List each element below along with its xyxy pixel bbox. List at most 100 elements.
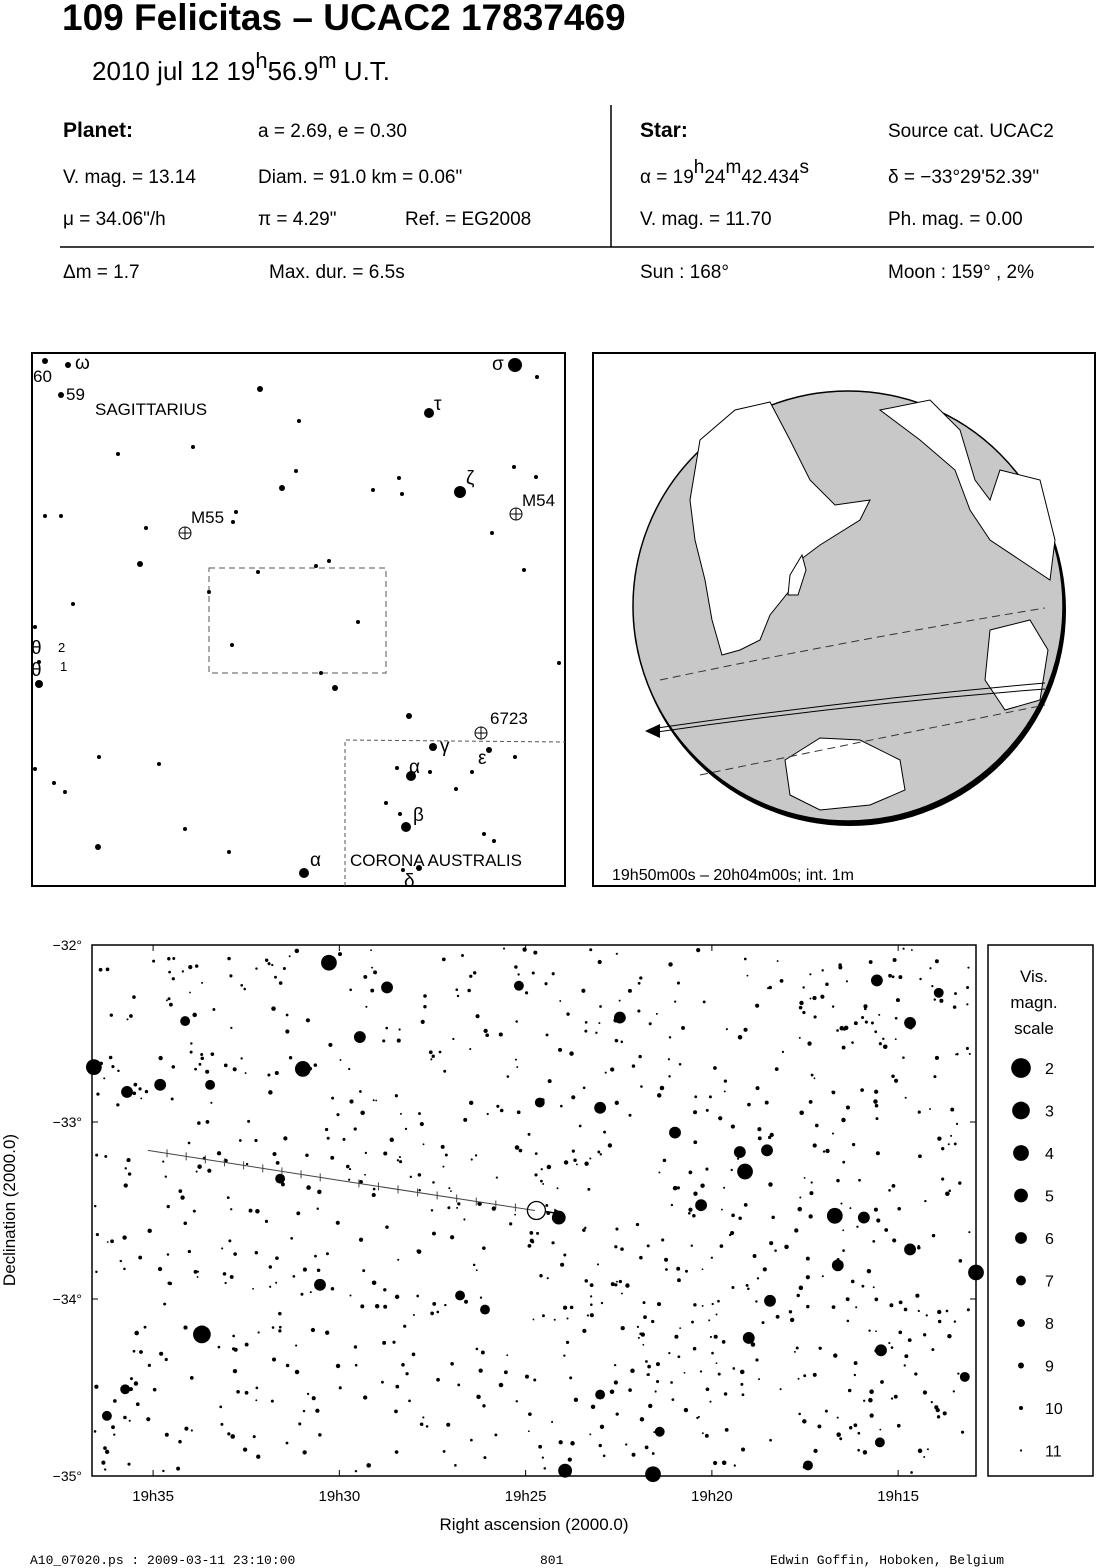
finder-star: [400, 492, 404, 496]
background-star: [113, 1399, 117, 1403]
background-star: [678, 1062, 682, 1066]
finder-star: [454, 486, 466, 498]
background-star: [514, 1213, 517, 1216]
background-star: [288, 1056, 293, 1060]
background-star: [274, 1071, 279, 1076]
background-star: [614, 1283, 618, 1287]
background-star: [631, 1064, 636, 1068]
path-arrow: [645, 724, 660, 738]
finder-star: [52, 781, 56, 785]
background-star: [743, 1203, 748, 1207]
background-star: [96, 1092, 100, 1096]
background-star: [926, 1448, 929, 1451]
star: [120, 1384, 131, 1395]
background-star: [468, 1100, 474, 1106]
y-tick-label: −33°: [53, 1114, 82, 1130]
finder-star: [33, 625, 37, 629]
background-star: [797, 1206, 803, 1212]
legend-dot: [1011, 1058, 1031, 1078]
background-star: [931, 1348, 935, 1352]
background-star: [399, 1112, 402, 1115]
background-star: [893, 1078, 899, 1083]
globe-caption: 19h50m00s – 20h04m00s; int. 1m: [612, 867, 854, 884]
background-star: [373, 970, 378, 975]
background-star: [668, 1075, 671, 1078]
background-star: [868, 1397, 873, 1403]
star: [857, 1211, 870, 1224]
finder-label: 6723: [490, 709, 528, 728]
background-star: [784, 1244, 789, 1250]
background-star: [197, 1121, 201, 1125]
finder-star: [557, 661, 561, 665]
background-star: [690, 1244, 694, 1247]
background-star: [254, 1138, 258, 1143]
background-star: [933, 1075, 937, 1079]
background-star: [534, 1173, 538, 1177]
background-star: [502, 947, 506, 950]
finder-label: M54: [522, 491, 555, 510]
background-star: [546, 1277, 549, 1280]
background-star: [222, 1272, 227, 1276]
background-star: [405, 1372, 409, 1376]
background-star: [194, 1067, 197, 1071]
background-star: [831, 1132, 835, 1135]
background-star: [799, 1000, 804, 1006]
background-star: [810, 1181, 813, 1184]
background-star: [385, 1026, 389, 1030]
background-star: [589, 1157, 592, 1160]
background-star: [814, 1123, 819, 1128]
background-star: [692, 1213, 696, 1218]
background-star: [655, 1362, 660, 1367]
background-star: [679, 1327, 682, 1330]
background-star: [967, 966, 970, 969]
background-star: [713, 1334, 718, 1339]
finder-star: [257, 386, 263, 392]
background-star: [422, 1416, 425, 1419]
background-star: [167, 957, 171, 961]
background-star: [230, 1026, 233, 1030]
background-star: [802, 1419, 807, 1424]
star-vmag: V. mag. = 11.70: [640, 209, 772, 230]
background-star: [494, 1433, 498, 1437]
background-star: [902, 1056, 905, 1059]
background-star: [847, 1388, 852, 1393]
background-star: [873, 1099, 878, 1104]
background-star: [831, 1305, 836, 1310]
background-star: [851, 1041, 854, 1044]
legend-label: 2: [1045, 1061, 1054, 1078]
background-star: [863, 1399, 866, 1402]
background-star: [381, 1380, 384, 1384]
background-star: [775, 1314, 780, 1319]
star: [455, 1290, 465, 1301]
background-star: [540, 1179, 543, 1183]
background-star: [248, 1208, 253, 1213]
star: [803, 1460, 813, 1471]
background-star: [264, 1219, 269, 1223]
legend-title: magn.: [1010, 993, 1057, 1012]
background-star: [288, 955, 291, 958]
background-star: [210, 1052, 215, 1057]
background-star: [584, 1029, 588, 1033]
background-star: [147, 1228, 152, 1234]
background-star: [416, 1294, 420, 1298]
background-star: [639, 1417, 645, 1422]
background-star: [290, 1236, 293, 1240]
background-star: [184, 1426, 189, 1431]
background-star: [856, 1225, 859, 1228]
star-phmag: Ph. mag. = 0.00: [888, 209, 1023, 230]
background-star: [688, 1170, 693, 1175]
background-star: [569, 1376, 573, 1380]
legend-label: 4: [1045, 1146, 1054, 1163]
background-star: [267, 1073, 271, 1077]
background-star: [725, 1028, 728, 1031]
background-star: [371, 966, 374, 969]
background-star: [126, 1018, 129, 1021]
background-star: [875, 1151, 880, 1156]
legend-dot: [1014, 1188, 1028, 1203]
y-tick-label: −35°: [53, 1468, 82, 1484]
background-star: [316, 1207, 319, 1210]
star: [595, 1389, 606, 1400]
background-star: [820, 994, 825, 999]
background-star: [841, 1045, 846, 1050]
background-star: [764, 1100, 769, 1105]
